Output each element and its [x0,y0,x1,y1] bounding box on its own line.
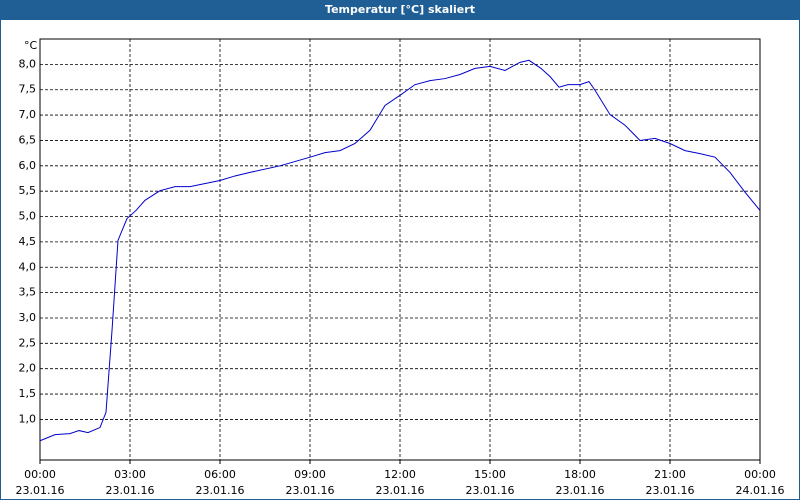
y-tick-label: 1,0 [19,412,37,425]
y-tick-label: 2,5 [19,336,37,349]
y-tick-label: 1,5 [19,387,37,400]
title-bar [0,0,800,20]
x-tick-label: 12:00 [384,468,416,481]
y-tick-label: 4,0 [19,260,37,273]
x-tick-label: 00:00 [744,468,776,481]
y-tick-label: 8,0 [19,57,37,70]
y-tick-label: 6,5 [19,133,37,146]
data-line [39,59,761,442]
x-tick-date: 23.01.16 [556,484,605,497]
x-tick-label: 15:00 [474,468,506,481]
y-tick-label: 3,5 [19,286,37,299]
x-tick-label: 03:00 [114,468,146,481]
y-tick-label: 3,0 [19,311,37,324]
x-tick-date: 23.01.16 [16,484,65,497]
x-tick-date: 23.01.16 [466,484,515,497]
x-tick-date: 24.01.16 [736,484,785,497]
y-tick-label: 4,5 [19,235,37,248]
y-tick-label: 5,5 [19,184,37,197]
x-tick-label: 18:00 [564,468,596,481]
x-tick-label: 21:00 [654,468,686,481]
x-tick-date: 23.01.16 [286,484,335,497]
y-tick-label: 6,0 [19,159,37,172]
y-axis-label: °C [24,39,38,52]
y-tick-label: 2,0 [19,362,37,375]
y-tick-label: 7,0 [19,108,37,121]
x-tick-date: 23.01.16 [646,484,695,497]
x-tick-date: 23.01.16 [196,484,245,497]
x-tick-label: 00:00 [24,468,56,481]
y-tick-label: 7,5 [19,83,37,96]
x-tick-label: 06:00 [204,468,236,481]
x-tick-label: 09:00 [294,468,326,481]
x-tick-date: 23.01.16 [376,484,425,497]
chart-title: Temperatur [°C] skaliert [325,3,475,16]
x-tick-date: 23.01.16 [106,484,155,497]
y-tick-label: 5,0 [19,210,37,223]
